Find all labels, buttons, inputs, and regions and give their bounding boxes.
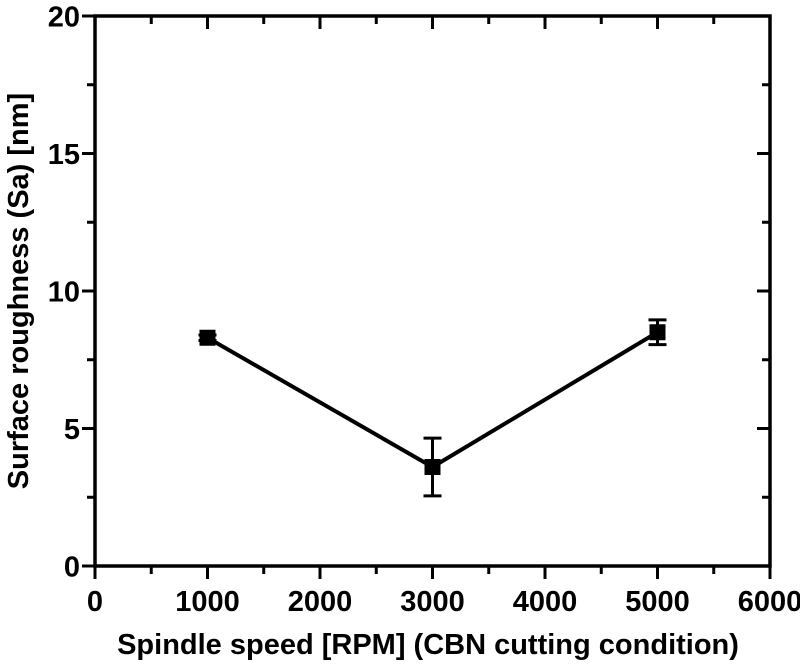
x-axis-tick-labels: 0 1000 2000 3000 4000 5000 6000 — [87, 586, 800, 618]
y-axis-ticks — [82, 14, 770, 568]
x-tick-label: 5000 — [625, 586, 690, 618]
x-tick-label: 3000 — [400, 586, 465, 618]
data-point-marker — [424, 459, 441, 475]
y-axis-tick-labels: 0 5 10 15 20 — [48, 1, 80, 583]
y-tick-label: 5 — [64, 414, 80, 446]
y-tick-label: 15 — [48, 139, 80, 171]
x-tick-label: 6000 — [738, 586, 800, 618]
y-tick-label: 10 — [48, 276, 80, 308]
y-tick-label: 20 — [48, 1, 80, 33]
x-axis-title: Spindle speed [RPM] (CBN cutting conditi… — [117, 629, 739, 661]
data-point-marker — [199, 329, 216, 346]
x-tick-label: 2000 — [288, 586, 353, 618]
data-point-marker — [649, 324, 666, 341]
x-tick-label: 4000 — [513, 586, 578, 618]
x-tick-label: 0 — [87, 586, 103, 618]
data-series — [198, 318, 667, 498]
y-tick-label: 0 — [64, 551, 80, 583]
x-axis-ticks — [93, 16, 772, 579]
y-axis-title: Surface roughness (Sa) [nm] — [3, 93, 35, 489]
x-tick-label: 1000 — [175, 586, 240, 618]
